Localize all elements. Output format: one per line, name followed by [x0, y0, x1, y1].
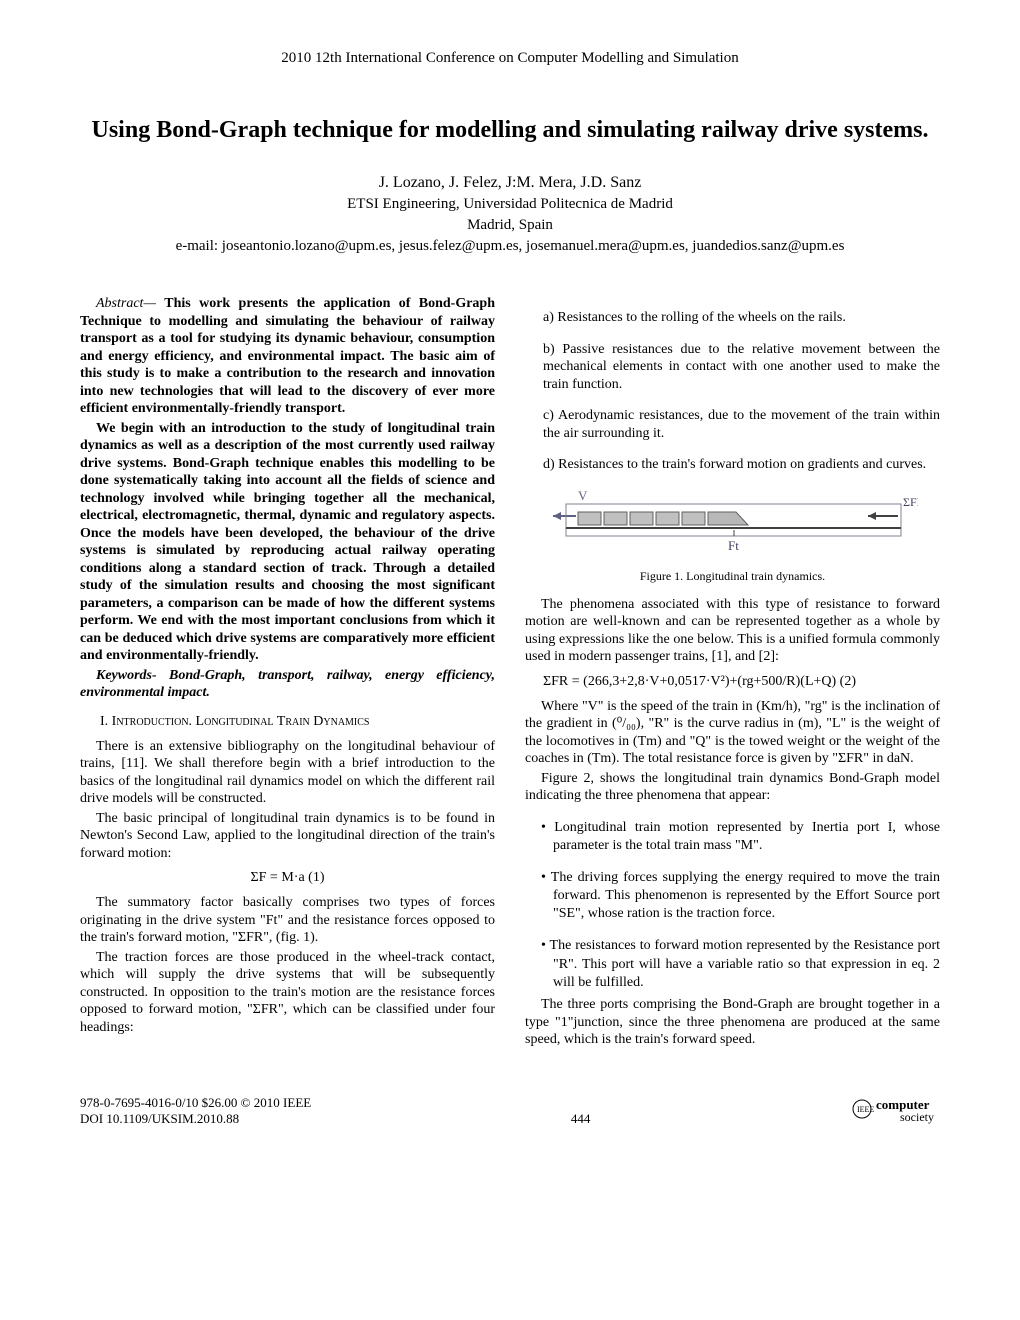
bullet-3: • The resistances to forward motion repr…	[553, 937, 940, 992]
para-variables: Where "V" is the speed of the train in (…	[525, 698, 940, 768]
right-column: a) Resistances to the rolling of the whe…	[525, 295, 940, 1051]
footer-left: 978-0-7695-4016-0/10 $26.00 © 2010 IEEE …	[80, 1095, 311, 1127]
para-phenomena: The phenomena associated with this type …	[525, 596, 940, 666]
author-emails: e-mail: joseantonio.lozano@upm.es, jesus…	[80, 238, 940, 255]
fig1-v-label: V	[578, 488, 588, 503]
abstract-para-1: This work presents the application of Bo…	[80, 296, 495, 416]
left-column: Abstract— This work presents the applica…	[80, 295, 495, 1051]
isbn-line: 978-0-7695-4016-0/10 $26.00 © 2010 IEEE	[80, 1095, 311, 1111]
abstract-label: Abstract—	[96, 296, 164, 311]
resistance-item-d: d) Resistances to the train's forward mo…	[543, 456, 940, 474]
figure-1: V	[525, 488, 940, 584]
intro-para-3: The summatory factor basically comprises…	[80, 894, 495, 947]
fig1-ft-label: Ft	[728, 538, 739, 553]
resistance-item-b: b) Passive resistances due to the relati…	[543, 341, 940, 394]
train-diagram-svg: V	[548, 488, 918, 558]
bullet-2: • The driving forces supplying the energ…	[553, 869, 940, 924]
affiliation-2: Madrid, Spain	[80, 217, 940, 234]
conference-header: 2010 12th International Conference on Co…	[80, 50, 940, 67]
paper-page: 2010 12th International Conference on Co…	[0, 0, 1020, 1157]
svg-text:society: society	[900, 1110, 934, 1124]
intro-para-1: There is an extensive bibliography on th…	[80, 738, 495, 808]
figure-1-caption: Figure 1. Longitudinal train dynamics.	[525, 569, 940, 584]
equation-2: ΣFR = (266,3+2,8·V+0,0517·V²)+(rg+500/R)…	[543, 674, 940, 690]
bullet-1: • Longitudinal train motion represented …	[553, 819, 940, 855]
page-footer: 978-0-7695-4016-0/10 $26.00 © 2010 IEEE …	[80, 1091, 940, 1127]
intro-para-4: The traction forces are those produced i…	[80, 949, 495, 1037]
resistance-item-c: c) Aerodynamic resistances, due to the m…	[543, 407, 940, 442]
doi-line: DOI 10.1109/UKSIM.2010.88	[80, 1111, 311, 1127]
fig1-sigmafr-label: ΣFR	[903, 495, 918, 509]
abstract-para-2: We begin with an introduction to the stu…	[80, 420, 495, 665]
equation-1: ΣF = M·a (1)	[80, 870, 495, 886]
page-number: 444	[571, 1111, 591, 1127]
section-1-heading: I. Introduction. Longitudinal Train Dyna…	[100, 714, 495, 730]
para-fig2-intro: Figure 2, shows the longitudinal train d…	[525, 770, 940, 805]
ieee-cs-logo-icon: IEEE computer society	[850, 1091, 940, 1127]
svg-text:IEEE: IEEE	[857, 1105, 874, 1114]
para-junction: The three ports comprising the Bond-Grap…	[525, 996, 940, 1049]
two-column-body: Abstract— This work presents the applica…	[80, 295, 940, 1051]
resistance-item-a: a) Resistances to the rolling of the whe…	[543, 309, 940, 327]
abstract-block: Abstract— This work presents the applica…	[80, 295, 495, 418]
publisher-logo: IEEE computer society	[850, 1091, 940, 1127]
paper-title: Using Bond-Graph technique for modelling…	[80, 117, 940, 144]
intro-para-2: The basic principal of longitudinal trai…	[80, 810, 495, 863]
keywords: Keywords- Bond-Graph, transport, railway…	[80, 667, 495, 702]
authors: J. Lozano, J. Felez, J:M. Mera, J.D. San…	[80, 174, 940, 192]
affiliation-1: ETSI Engineering, Universidad Politecnic…	[80, 196, 940, 213]
